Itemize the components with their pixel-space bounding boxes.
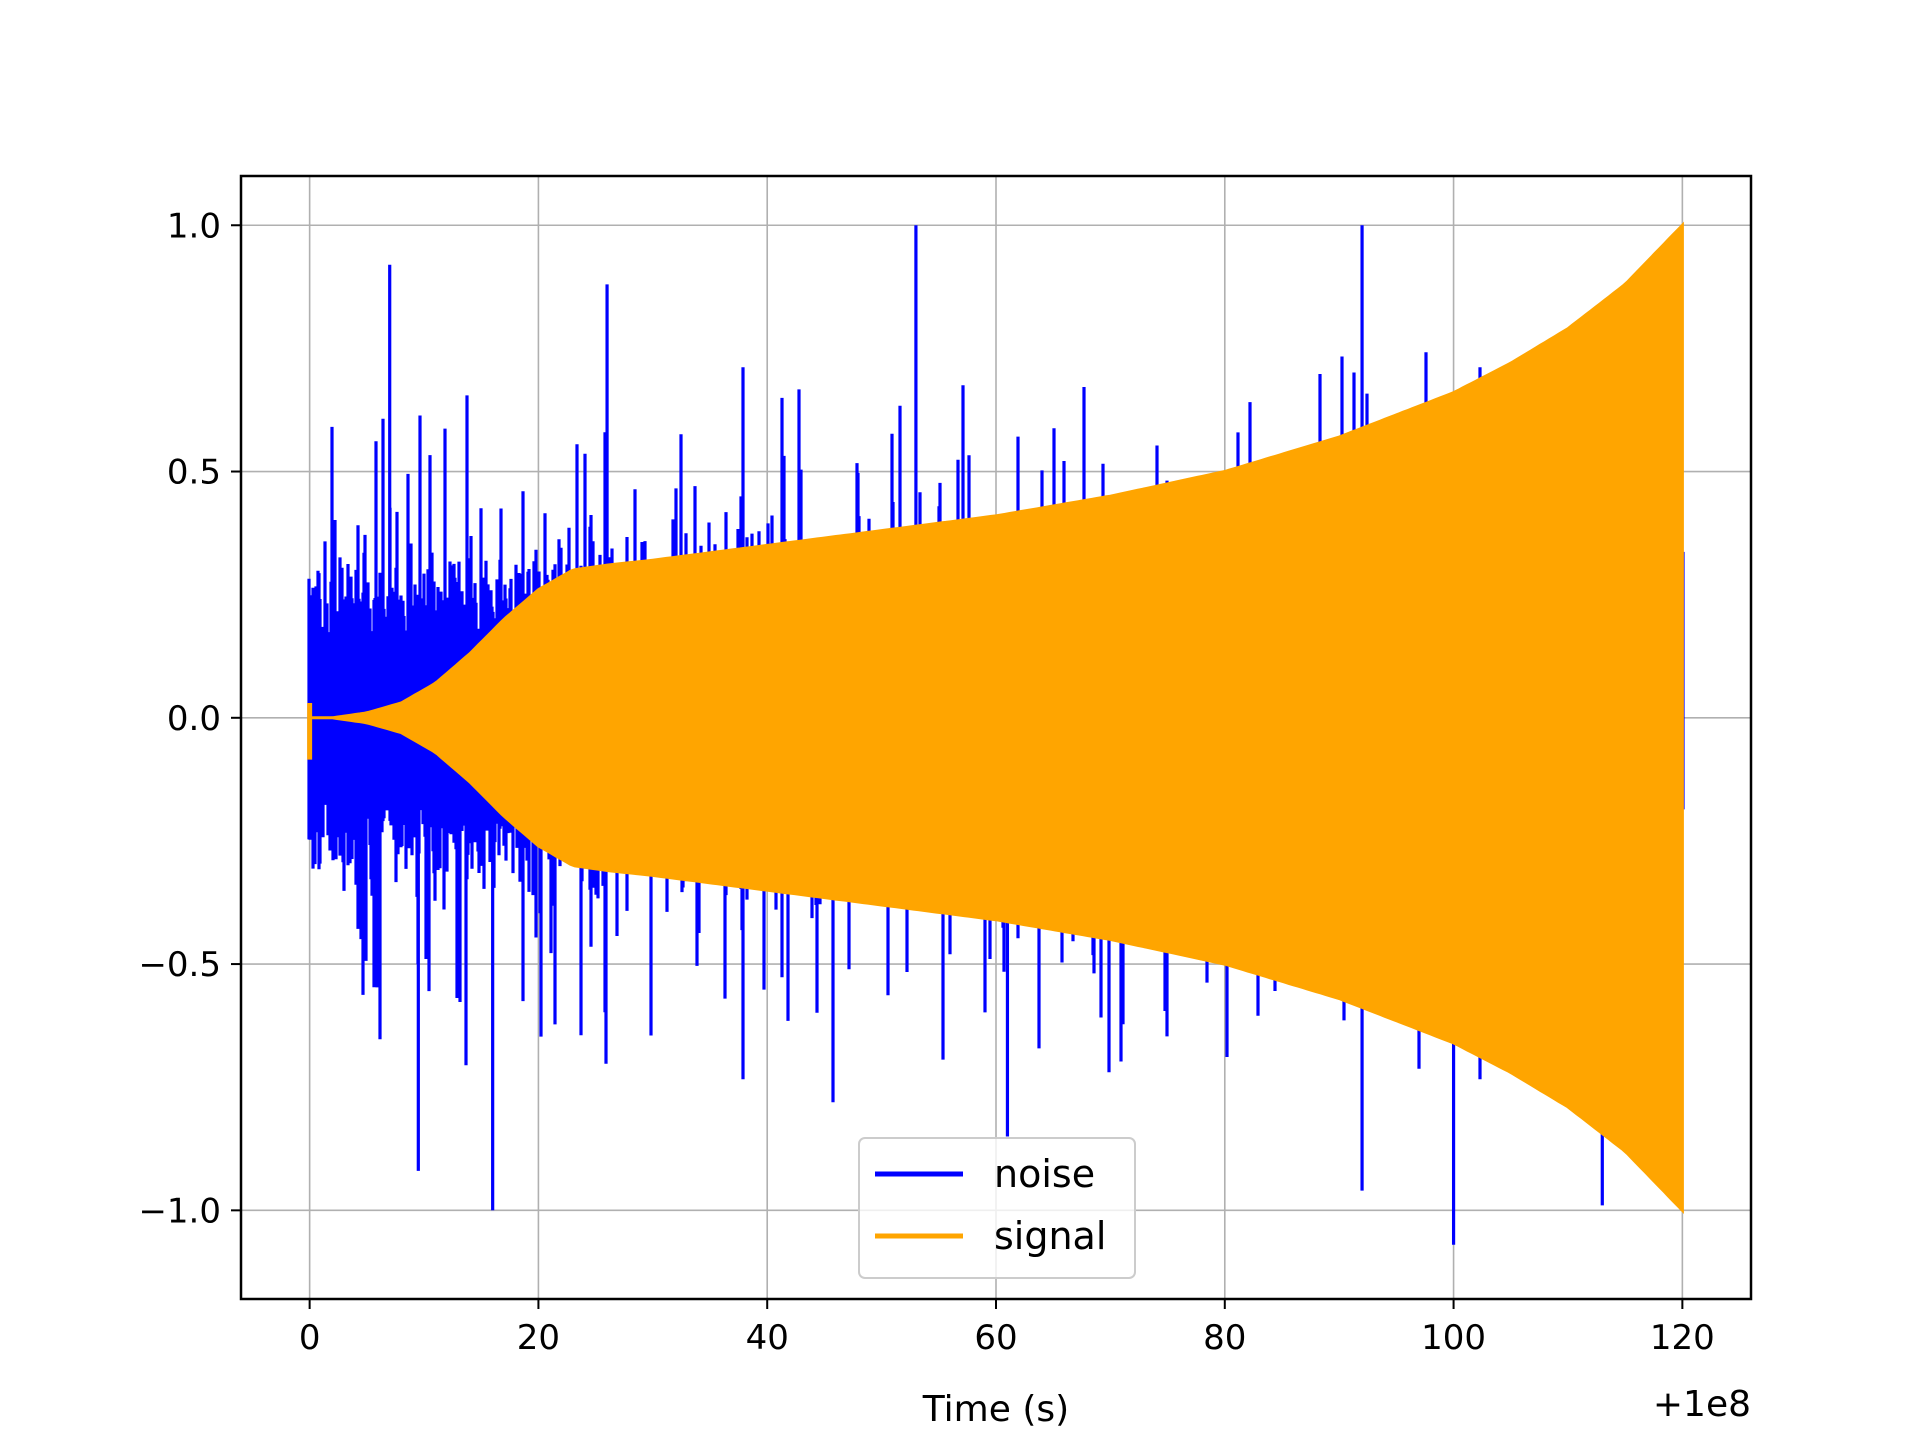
x-tick-label-5: 100: [1421, 1318, 1486, 1358]
x-tick-label-1: 20: [517, 1318, 560, 1358]
x-tick-label-2: 40: [746, 1318, 789, 1358]
plot-area: [307, 221, 1685, 1245]
x-axis-label: Time (s): [922, 1389, 1069, 1430]
y-tick-label-0: −1.0: [138, 1191, 221, 1231]
signal-series: [307, 221, 1684, 1214]
legend: noise signal: [858, 1137, 1136, 1279]
x-tick-label-4: 80: [1203, 1318, 1246, 1358]
x-axis-offset-text: +1e8: [1653, 1384, 1751, 1425]
legend-label-noise: noise: [994, 1152, 1095, 1196]
axis-ticks: 0 20 40 60 80 100 120 −1.0 −0.5 0.0 0.5 1.0: [138, 206, 1714, 1358]
y-tick-label-4: 1.0: [167, 206, 221, 246]
signal-line: [309, 221, 1684, 1214]
legend-label-signal: signal: [994, 1214, 1106, 1258]
x-tick-label-0: 0: [299, 1318, 321, 1358]
y-tick-label-1: −0.5: [138, 945, 221, 985]
x-tick-label-6: 120: [1650, 1318, 1715, 1358]
x-tick-label-3: 60: [974, 1318, 1017, 1358]
y-tick-label-3: 0.5: [167, 453, 221, 493]
y-tick-label-2: 0.0: [167, 699, 221, 739]
